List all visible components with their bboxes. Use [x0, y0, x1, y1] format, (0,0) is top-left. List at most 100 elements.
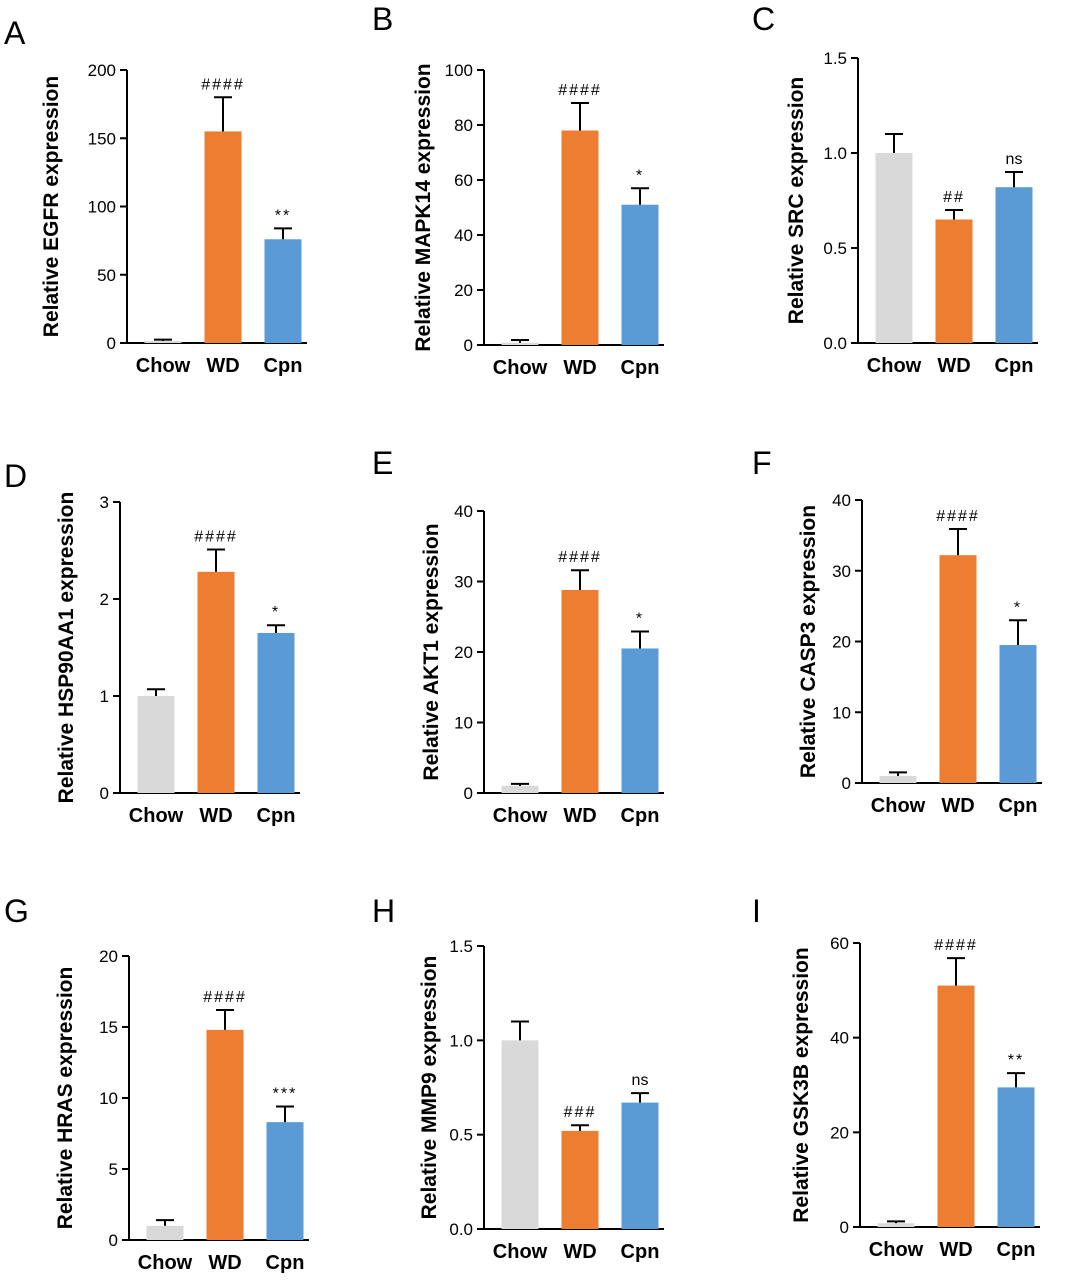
y-axis-label: Relative HSP90AA1 expression: [55, 492, 78, 804]
panel-letter: F: [752, 445, 772, 481]
category-label: Chow: [129, 805, 184, 827]
bar-wd: [197, 571, 235, 793]
significance-label: ####: [934, 937, 978, 954]
y-tick-label: 100: [88, 198, 116, 217]
panel-i: I Relative GSK3B expression 0 20 40 60 Chow WD #…: [752, 893, 1040, 1261]
panel-b: B Relative MAPK14 expression 0 20 40 60 80 100 C…: [372, 1, 664, 379]
y-tick-label: 60: [830, 934, 849, 953]
y-tick-label: 0: [464, 336, 473, 355]
y-tick-label: 0: [840, 1218, 849, 1237]
bar-chow: [144, 340, 182, 343]
significance-label: ns: [632, 1072, 649, 1089]
panel-a: A Relative EGFR expression 0 50 100 150 200 Cho…: [4, 15, 307, 377]
y-tick-label: 0: [842, 774, 851, 793]
panel-letter: E: [372, 445, 393, 481]
y-axis-label: Relative HRAS expression: [54, 967, 77, 1230]
y-tick-label: 50: [97, 266, 116, 285]
bar-wd: [561, 1130, 599, 1229]
bar-chow: [877, 1223, 915, 1227]
category-label: Cpn: [999, 795, 1038, 817]
y-axis-label: Relative GSK3B expression: [790, 947, 813, 1222]
significance-label: *: [1014, 599, 1022, 616]
y-tick-label: 0.5: [449, 1126, 473, 1145]
significance-label: *: [636, 167, 644, 184]
y-tick-label: 0: [107, 334, 116, 353]
y-tick-label: 80: [454, 116, 473, 135]
bar-chow: [501, 1040, 539, 1229]
significance-label: ###: [564, 1104, 597, 1121]
bar-cpn: [264, 239, 302, 343]
y-tick-label: 20: [99, 947, 118, 966]
category-label: WD: [563, 357, 596, 379]
y-tick-label: 40: [454, 226, 473, 245]
category-label: Chow: [493, 357, 548, 379]
significance-label: *: [636, 611, 644, 628]
y-tick-label: 1: [100, 687, 109, 706]
panel-letter: H: [372, 893, 395, 929]
category-label: Cpn: [257, 805, 296, 827]
panel-letter: C: [752, 1, 775, 37]
y-tick-label: 20: [454, 281, 473, 300]
y-axis-label: Relative EGFR expression: [40, 76, 63, 337]
bar-chow: [879, 775, 917, 783]
y-tick-label: 100: [445, 61, 473, 80]
significance-label: ##: [943, 189, 965, 206]
bar-cpn: [997, 1087, 1035, 1227]
category-label: Cpn: [621, 1241, 660, 1263]
y-tick-label: 40: [830, 1029, 849, 1048]
category-label: Cpn: [264, 355, 303, 377]
bar-cpn: [257, 632, 295, 793]
bar-wd: [937, 985, 975, 1227]
y-tick-label: 20: [832, 633, 851, 652]
category-label: WD: [941, 795, 974, 817]
bar-wd: [204, 131, 242, 343]
significance-label: **: [275, 207, 291, 224]
significance-label: **: [1008, 1052, 1024, 1069]
y-tick-label: 20: [454, 643, 473, 662]
category-label: WD: [937, 355, 970, 377]
category-label: Chow: [869, 1239, 924, 1261]
y-axis-label: Relative SRC expression: [785, 77, 808, 324]
bar-cpn: [621, 204, 659, 345]
y-tick-label: 1.0: [823, 144, 847, 163]
significance-label: ####: [936, 508, 980, 525]
y-axis-label: Relative AKT1 expression: [420, 523, 443, 780]
y-tick-label: 1.5: [449, 937, 473, 956]
category-label: Cpn: [266, 1252, 305, 1274]
y-tick-label: 0: [109, 1231, 118, 1250]
y-tick-label: 15: [99, 1018, 118, 1037]
bar-chow: [146, 1225, 184, 1240]
category-label: Cpn: [995, 355, 1034, 377]
panel-d: D Relative HSP90AA1 expression 0 1 2 3 Chow WD #…: [4, 458, 300, 827]
category-label: WD: [939, 1239, 972, 1261]
bar-wd: [935, 219, 973, 343]
bar-wd: [561, 589, 599, 793]
y-tick-label: 0.0: [823, 334, 847, 353]
panel-h: H Relative MMP9 expression 0.0 0.5 1.0 1.5 Cho…: [372, 893, 664, 1263]
category-label: Chow: [867, 355, 922, 377]
panel-letter: I: [752, 893, 761, 929]
y-tick-label: 1.0: [449, 1031, 473, 1050]
y-tick-label: 1.5: [823, 49, 847, 68]
y-tick-label: 40: [832, 491, 851, 510]
significance-label: ####: [558, 82, 602, 99]
bar-wd: [939, 555, 977, 783]
y-tick-label: 60: [454, 171, 473, 190]
category-label: WD: [208, 1252, 241, 1274]
bar-chow: [501, 785, 539, 793]
significance-label: ####: [203, 989, 247, 1006]
category-label: Cpn: [621, 805, 660, 827]
bar-cpn: [621, 1102, 659, 1229]
panel-letter: A: [4, 15, 26, 51]
category-label: Chow: [493, 805, 548, 827]
significance-label: ####: [201, 76, 245, 93]
significance-label: ***: [273, 1086, 298, 1103]
y-axis-label: Relative MMP9 expression: [418, 956, 441, 1220]
bar-chow: [137, 696, 175, 793]
panel-letter: D: [4, 458, 27, 494]
y-tick-label: 40: [454, 502, 473, 521]
bar-cpn: [999, 645, 1037, 783]
category-label: Cpn: [997, 1239, 1036, 1261]
bar-chow: [875, 153, 913, 343]
